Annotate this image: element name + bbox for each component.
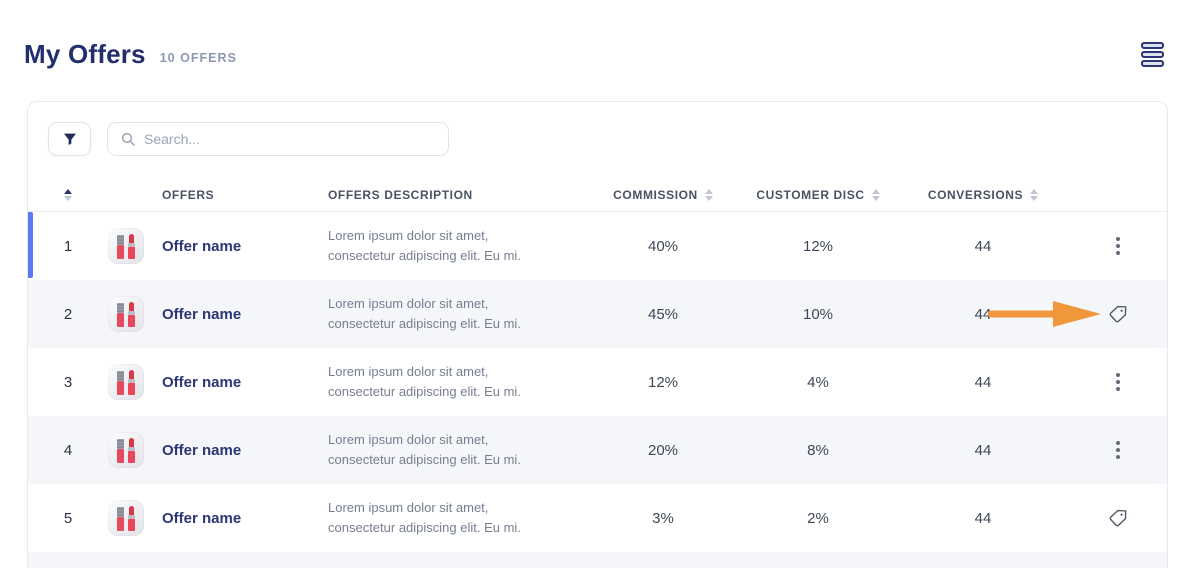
- offer-name: Offer name: [162, 237, 242, 255]
- kebab-menu-icon: [1115, 237, 1120, 255]
- row-tag-button[interactable]: [1102, 299, 1133, 330]
- table-row[interactable]: 2 Offer name Lorem ipsum dolor sit amet,…: [28, 280, 1167, 348]
- funnel-icon: [63, 133, 76, 145]
- page-title: My Offers: [24, 39, 146, 69]
- offers-count-badge: 10 OFFERS: [159, 50, 237, 65]
- offer-product-image: [108, 228, 144, 264]
- search-icon: [121, 132, 135, 146]
- rows-icon: [1141, 42, 1164, 67]
- table-row[interactable]: 3 Offer name Lorem ipsum dolor sit amet,…: [28, 348, 1167, 416]
- sort-icon[interactable]: [704, 189, 713, 201]
- customer-disc-value: 10%: [802, 305, 834, 323]
- sort-icon[interactable]: [1030, 189, 1039, 201]
- conversions-value: 44: [974, 373, 992, 391]
- offer-name: Offer name: [162, 509, 242, 527]
- offer-description: Lorem ipsum dolor sit amet, consectetur a…: [328, 295, 521, 331]
- commission-value: 45%: [647, 305, 679, 323]
- row-index: 2: [63, 305, 73, 323]
- commission-value: 40%: [647, 237, 679, 255]
- row-index: 1: [63, 237, 73, 255]
- column-header-conversions[interactable]: CONVERSIONS: [898, 188, 1068, 202]
- row-index: 4: [63, 441, 73, 459]
- column-header-offers: OFFERS: [162, 188, 215, 202]
- row-menu-button[interactable]: [1110, 435, 1126, 465]
- offer-product-image: [108, 500, 144, 536]
- customer-disc-value: 8%: [807, 441, 829, 459]
- column-header-description: OFFERS DESCRIPTION: [328, 188, 473, 202]
- column-header-index[interactable]: [28, 189, 108, 201]
- tag-icon: [1109, 305, 1127, 322]
- table-toolbar: [28, 102, 1167, 156]
- row-menu-button[interactable]: [1110, 231, 1126, 261]
- commission-value: 20%: [647, 441, 679, 459]
- table-body: 1 Offer name Lorem ipsum dolor sit amet,…: [28, 212, 1167, 552]
- search-box: [107, 122, 449, 156]
- selected-row-accent-bar: [28, 212, 33, 278]
- customer-disc-value: 2%: [807, 509, 829, 527]
- offer-product-image: [108, 432, 144, 468]
- row-menu-button[interactable]: [1110, 367, 1126, 397]
- row-index: 5: [63, 509, 73, 527]
- filter-button[interactable]: [48, 122, 91, 156]
- column-header-commission[interactable]: COMMISSION: [588, 188, 738, 202]
- offer-product-image: [108, 296, 144, 332]
- conversions-value: 44: [974, 237, 992, 255]
- row-tag-button[interactable]: [1102, 503, 1133, 534]
- commission-value: 3%: [652, 509, 674, 527]
- tag-icon: [1109, 509, 1127, 526]
- view-density-button[interactable]: [1137, 38, 1168, 71]
- kebab-menu-icon: [1115, 373, 1120, 391]
- customer-disc-value: 12%: [802, 237, 834, 255]
- offer-description: Lorem ipsum dolor sit amet, consectetur a…: [328, 431, 521, 467]
- table-row[interactable]: 5 Offer name Lorem ipsum dolor sit amet,…: [28, 484, 1167, 552]
- commission-value: 12%: [647, 373, 679, 391]
- offer-name: Offer name: [162, 305, 242, 323]
- sort-icon[interactable]: [64, 189, 72, 201]
- conversions-value: 44: [974, 305, 992, 323]
- table-header-row: OFFERS OFFERS DESCRIPTION COMMISSION CUS…: [28, 179, 1167, 212]
- sort-icon[interactable]: [871, 189, 880, 201]
- row-index: 3: [63, 373, 73, 391]
- table-row[interactable]: 1 Offer name Lorem ipsum dolor sit amet,…: [28, 212, 1167, 280]
- offer-description: Lorem ipsum dolor sit amet, consectetur a…: [328, 499, 521, 535]
- column-header-customer-disc[interactable]: CUSTOMER DISC: [738, 188, 898, 202]
- offer-name: Offer name: [162, 373, 242, 391]
- conversions-value: 44: [974, 441, 992, 459]
- offers-card: OFFERS OFFERS DESCRIPTION COMMISSION CUS…: [27, 101, 1168, 568]
- kebab-menu-icon: [1115, 441, 1120, 459]
- offer-product-image: [108, 364, 144, 400]
- offer-description: Lorem ipsum dolor sit amet, consectetur a…: [328, 363, 521, 399]
- next-row-partial: [28, 552, 1167, 568]
- search-input[interactable]: [144, 131, 436, 147]
- table-row[interactable]: 4 Offer name Lorem ipsum dolor sit amet,…: [28, 416, 1167, 484]
- page-header: My Offers 10 OFFERS: [24, 38, 1168, 71]
- offer-description: Lorem ipsum dolor sit amet, consectetur a…: [328, 227, 521, 263]
- conversions-value: 44: [974, 509, 992, 527]
- customer-disc-value: 4%: [807, 373, 829, 391]
- offer-name: Offer name: [162, 441, 242, 459]
